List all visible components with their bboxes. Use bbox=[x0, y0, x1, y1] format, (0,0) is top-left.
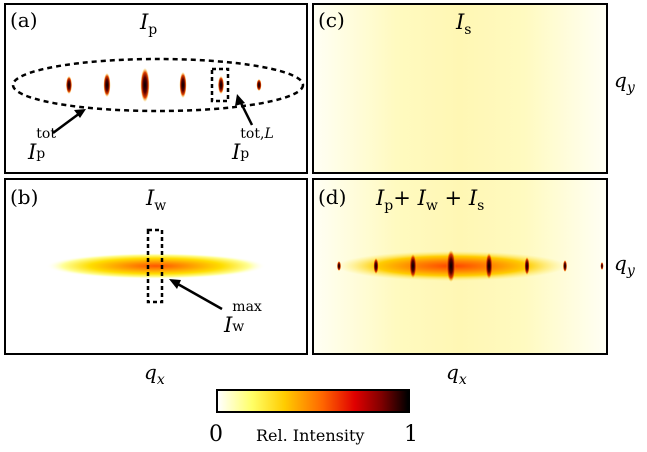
axis-qy-bottom: qy bbox=[614, 251, 635, 279]
panel-c-title: Is bbox=[456, 10, 472, 38]
dashed-box-peak bbox=[210, 67, 230, 103]
panel-d-label: (d) bbox=[318, 185, 347, 209]
diffuse-scatter bbox=[46, 253, 266, 279]
peak-5 bbox=[218, 76, 224, 94]
panel-d: (d) Ip+ Iw + Is bbox=[312, 178, 608, 355]
colorbar-min-label: 0 bbox=[209, 422, 223, 447]
colorbar-title: Rel. Intensity bbox=[256, 426, 365, 445]
peak-4 bbox=[179, 72, 187, 98]
d-peak-4 bbox=[446, 250, 456, 282]
colorbar bbox=[216, 389, 410, 413]
arrow-ptot bbox=[52, 111, 81, 135]
axis-qx-right: qx bbox=[446, 360, 467, 388]
d-peak-1 bbox=[337, 261, 341, 271]
d-peak-5 bbox=[485, 253, 493, 279]
panel-c: (c) Is bbox=[312, 3, 608, 174]
panel-a-graphic bbox=[11, 57, 305, 135]
panel-d-graphic bbox=[337, 250, 604, 282]
d-peak-6 bbox=[524, 257, 530, 275]
d-peak-2 bbox=[373, 258, 379, 274]
panel-a-label: (a) bbox=[10, 8, 38, 32]
axis-qx-left: qx bbox=[144, 360, 165, 388]
dashed-box-max bbox=[146, 228, 164, 304]
panel-c-label: (c) bbox=[318, 8, 345, 32]
d-peak-3 bbox=[409, 254, 417, 278]
peak-2 bbox=[103, 73, 111, 97]
panel-b-label: (b) bbox=[10, 185, 39, 209]
peak-3 bbox=[140, 68, 150, 102]
arrow-ptotL bbox=[238, 100, 254, 126]
peak-6 bbox=[256, 79, 262, 91]
panel-d-title: Ip+ Iw + Is bbox=[376, 186, 485, 214]
dashed-ellipse bbox=[11, 57, 305, 113]
panel-b-title: Iw bbox=[146, 186, 167, 214]
arrow-wmax bbox=[175, 281, 223, 311]
d-peak-7 bbox=[563, 260, 567, 272]
panel-b-graphic bbox=[46, 228, 266, 311]
colorbar-max-label: 1 bbox=[404, 422, 418, 447]
peak-1 bbox=[66, 76, 72, 94]
d-peak-8 bbox=[600, 262, 604, 270]
axis-qy-top: qy bbox=[614, 68, 635, 96]
panel-a-title: Ip bbox=[140, 10, 158, 38]
